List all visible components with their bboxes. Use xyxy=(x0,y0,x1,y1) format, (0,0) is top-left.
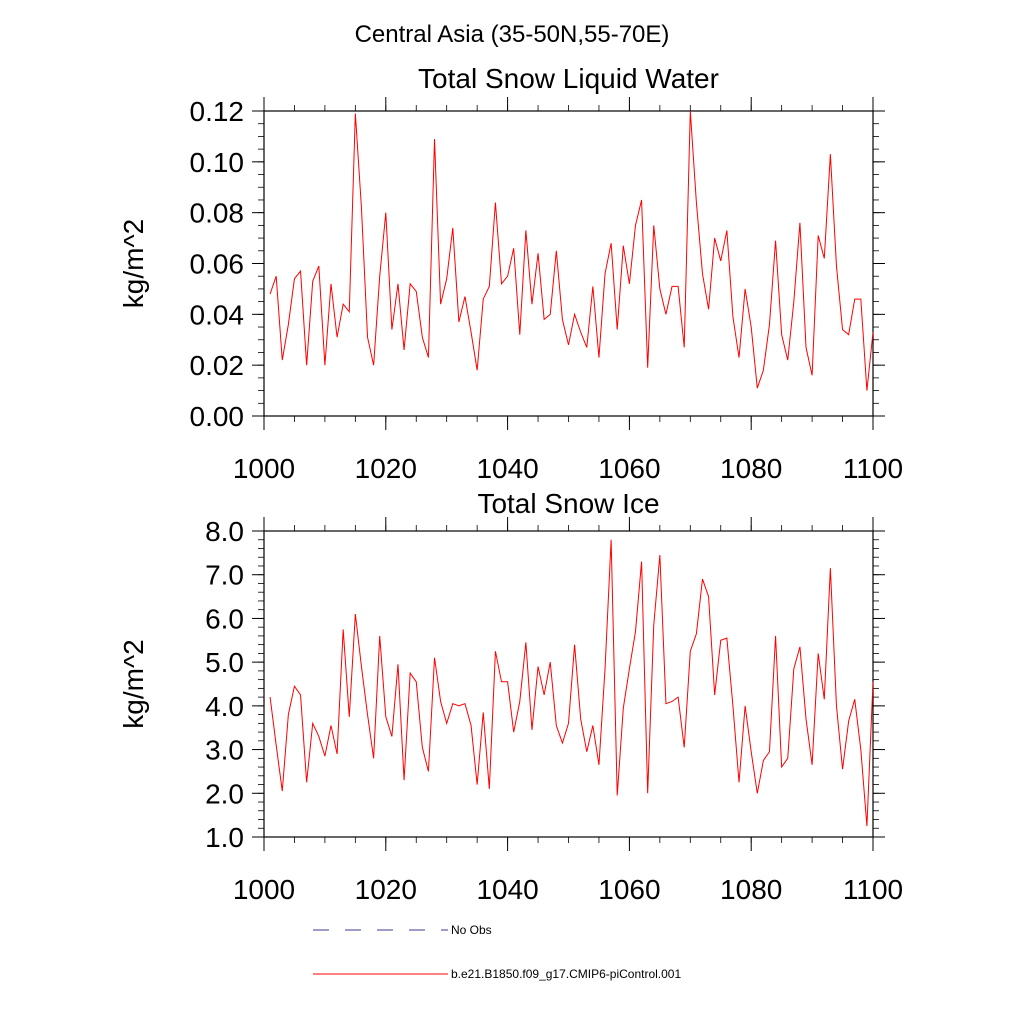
y-tick-label: 0.06 xyxy=(190,249,245,280)
legend-label-no-obs: No Obs xyxy=(451,923,492,937)
y-tick-label: 0.10 xyxy=(190,147,245,178)
y-tick-label: 5.0 xyxy=(205,647,244,678)
series-line-model xyxy=(269,110,874,391)
x-tick-label: 1020 xyxy=(355,453,417,484)
legend-label-model: b.e21.B1850.f09_g17.CMIP6-piControl.001 xyxy=(451,967,681,981)
x-tick-label: 1040 xyxy=(476,874,538,905)
x-tick-label: 1000 xyxy=(233,453,295,484)
series-line-model xyxy=(269,539,874,827)
y-tick-label: 6.0 xyxy=(205,603,244,634)
chart-title: Total Snow Ice xyxy=(477,488,659,519)
y-tick-label: 0.00 xyxy=(190,401,245,432)
y-tick-label: 0.04 xyxy=(190,299,245,330)
x-tick-label: 1000 xyxy=(233,874,295,905)
y-axis-label: kg/m^2 xyxy=(118,219,149,308)
y-tick-label: 0.08 xyxy=(190,198,245,229)
y-axis-label: kg/m^2 xyxy=(118,639,149,728)
y-tick-label: 2.0 xyxy=(205,778,244,809)
x-tick-label: 1080 xyxy=(720,874,782,905)
x-tick-label: 1100 xyxy=(843,453,903,484)
y-tick-label: 0.02 xyxy=(190,350,245,381)
y-tick-label: 8.0 xyxy=(205,516,244,547)
chart-panel-snow-ice: Total Snow Ice kg/m^2 1.0 2.0 3.0 4.0 5.0 6.0 7.… xyxy=(118,488,903,905)
x-tick-label: 1060 xyxy=(598,453,660,484)
chart-panel-liquid-water: Total Snow Liquid Water kg/m^2 0.00 0.02 0.0… xyxy=(118,63,903,484)
legend: No Obs b.e21.B1850.f09_g17.CMIP6-piContr… xyxy=(313,923,681,981)
y-tick-label: 1.0 xyxy=(205,822,244,853)
x-tick-label: 1040 xyxy=(476,453,538,484)
plot-frame xyxy=(263,530,874,838)
y-tick-label: 4.0 xyxy=(205,691,244,722)
plot-frame xyxy=(263,110,874,417)
x-tick-label: 1020 xyxy=(355,874,417,905)
y-tick-label: 3.0 xyxy=(205,735,244,766)
y-tick-label: 0.12 xyxy=(190,96,245,127)
x-tick-label: 1100 xyxy=(843,874,903,905)
figure-title: Central Asia (35-50N,55-70E) xyxy=(355,21,670,48)
x-tick-label: 1060 xyxy=(598,874,660,905)
x-tick-label: 1080 xyxy=(720,453,782,484)
chart-title: Total Snow Liquid Water xyxy=(418,63,719,94)
y-tick-label: 7.0 xyxy=(205,560,244,591)
